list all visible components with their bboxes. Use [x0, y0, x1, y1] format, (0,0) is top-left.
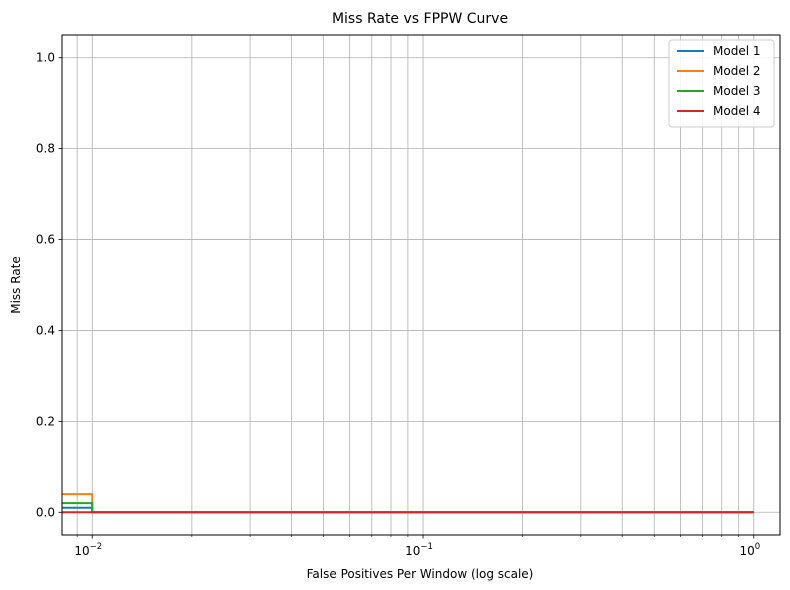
y-axis-ticks: 0.0 0.2 0.4 0.6 0.8 1.0	[36, 51, 62, 519]
x-tick-label-exponent: 0	[755, 542, 760, 552]
legend-box	[668, 39, 775, 128]
x-tick-label: 10−2	[74, 542, 102, 558]
grid	[62, 35, 780, 535]
y-tick-label: 0.0	[36, 505, 55, 519]
x-axis-label: False Positives Per Window (log scale)	[307, 567, 534, 581]
x-tick-label-exponent: −2	[90, 542, 103, 552]
plot-frame	[61, 34, 781, 536]
y-tick-label: 1.0	[36, 51, 55, 65]
legend-label-model-1: Model 1	[713, 44, 760, 58]
x-tick-label-exponent: −1	[420, 542, 433, 552]
y-tick-label: 0.6	[36, 233, 55, 247]
chart-title: Miss Rate vs FPPW Curve	[332, 11, 508, 27]
y-tick-label: 0.8	[36, 142, 55, 156]
series-lines	[62, 493, 754, 514]
y-axis-label: Miss Rate	[9, 256, 23, 314]
legend-label-model-2: Model 2	[713, 64, 760, 78]
y-tick-label: 0.4	[36, 323, 55, 337]
x-axis-ticks: 10−2 10−1 100	[74, 535, 760, 558]
y-tick-label: 0.2	[36, 414, 55, 428]
legend-label-model-4: Model 4	[713, 104, 760, 118]
legend: Model 1 Model 2 Model 3 Model 4	[668, 39, 775, 128]
x-tick-label: 10−1	[405, 542, 433, 558]
x-tick-label: 100	[739, 542, 760, 558]
legend-label-model-3: Model 3	[713, 84, 760, 98]
